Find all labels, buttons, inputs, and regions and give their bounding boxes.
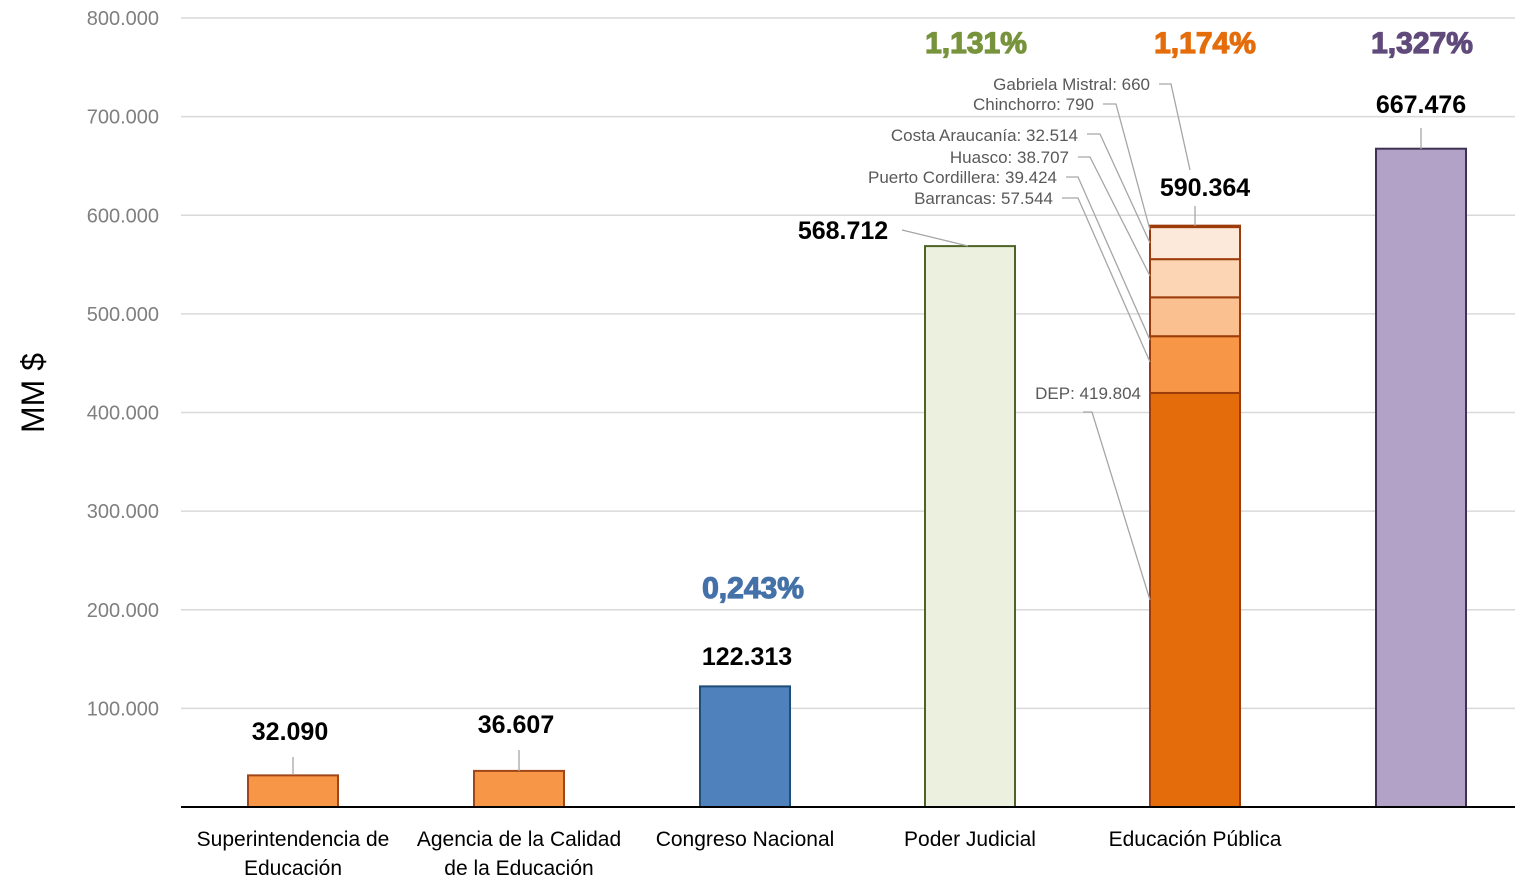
segment-value-label: Barrancas: 57.544 — [914, 189, 1053, 208]
bar — [247, 774, 339, 809]
x-tick-label: Agencia de la Calidad — [417, 828, 621, 851]
x-tick-label: Congreso Nacional — [656, 828, 835, 851]
segment-value-label: Puerto Cordillera: 39.424 — [868, 168, 1057, 187]
bar-value-label: 568.712 — [798, 217, 888, 245]
x-tick-label: Superintendencia de — [197, 828, 390, 851]
segment-value-label: Chinchorro: 790 — [973, 95, 1094, 114]
y-tick-label: 400.000 — [87, 403, 159, 425]
bar-segment — [1149, 335, 1241, 394]
segment-value-label: DEP: 419.804 — [1035, 384, 1141, 403]
share-percent-label: 1,174% — [1154, 27, 1256, 60]
share-percent-label: 0,243% — [702, 572, 804, 605]
y-tick-label: 300.000 — [87, 501, 159, 523]
y-tick-label: 700.000 — [87, 107, 159, 129]
leader-line — [1083, 411, 1151, 601]
bar — [473, 769, 565, 809]
x-tick-label: de la Educación — [444, 857, 593, 879]
bar-segment — [1149, 226, 1241, 261]
y-tick-label: 500.000 — [87, 304, 159, 326]
x-tick-label: Poder Judicial — [904, 828, 1036, 851]
bar-value-label: 667.476 — [1376, 91, 1466, 119]
segment-value-label: Costa Araucanía: 32.514 — [891, 126, 1078, 145]
bar-value-label: 122.313 — [702, 643, 792, 671]
bar-segment — [1149, 258, 1241, 299]
share-percent-label: 1,327% — [1371, 27, 1473, 60]
bar-segment — [1149, 391, 1241, 808]
segment-value-label: Huasco: 38.707 — [950, 148, 1069, 167]
leader-line — [1062, 197, 1151, 363]
y-tick-label: 600.000 — [87, 205, 159, 227]
leader-line — [1159, 83, 1191, 171]
bar — [699, 685, 791, 808]
bar-value-label: 32.090 — [252, 718, 328, 746]
y-tick-label: 800.000 — [87, 8, 159, 30]
leader-line — [1066, 176, 1151, 341]
y-tick-label: 100.000 — [87, 698, 159, 720]
y-axis-label: MM $ — [15, 353, 51, 433]
share-percent-label: 1,131% — [925, 27, 1027, 60]
bar — [1375, 147, 1467, 809]
y-tick-label: 200.000 — [87, 600, 159, 622]
bar — [924, 245, 1016, 808]
leader-line — [1087, 133, 1151, 244]
x-tick-label: Educación Pública — [1109, 828, 1282, 851]
bar-value-label: 36.607 — [478, 711, 554, 739]
leader-line — [1103, 103, 1151, 231]
leader-line — [1078, 156, 1151, 277]
bar-segment — [1149, 296, 1241, 338]
segment-value-label: Gabriela Mistral: 660 — [993, 75, 1150, 94]
x-tick-label: Educación — [244, 857, 342, 879]
bar-value-label: 590.364 — [1160, 174, 1250, 202]
leader-line — [901, 229, 969, 247]
